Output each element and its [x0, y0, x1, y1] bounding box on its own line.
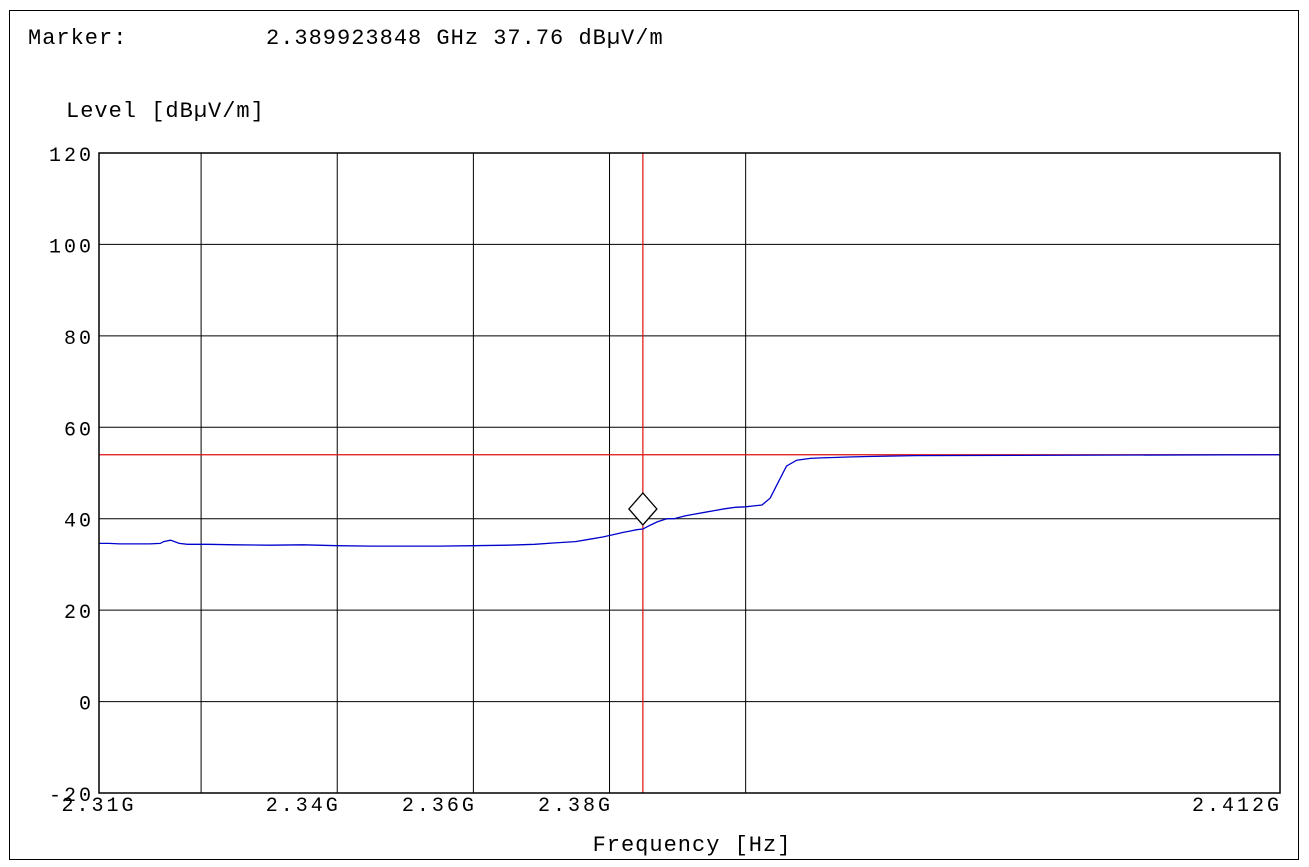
x-axis-label: Frequency [Hz] [593, 833, 792, 858]
marker-label: Marker: [28, 26, 127, 51]
x-tick-label: 2.31G [61, 795, 136, 818]
plot-frame: Marker: 2.389923848 GHz 37.76 dBµV/m Lev… [9, 10, 1299, 860]
y-axis-label: Level [dBµV/m] [66, 99, 265, 124]
x-tick-label: 2.34G [266, 795, 341, 818]
tick-labels: -20 0 20 40 60 80 100 120 2.31G 2.34G 2.36G 2.38G 2.… [49, 145, 1282, 818]
y-tick-label: 120 [49, 145, 94, 168]
x-tick-label: 2.36G [402, 795, 477, 818]
x-tick-label: 2.38G [538, 795, 613, 818]
plot-area-border [98, 152, 1281, 794]
y-tick-label: 0 [79, 694, 94, 717]
y-tick-label: 60 [64, 419, 94, 442]
spectrum-chart: Marker: 2.389923848 GHz 37.76 dBµV/m Lev… [28, 26, 1282, 858]
trace-group [99, 454, 1281, 547]
y-tick-label: -20 [49, 785, 94, 808]
y-tick-label: 100 [49, 236, 94, 259]
y-tick-label: 80 [64, 328, 94, 351]
x-tick-label: 2.412G [1192, 795, 1282, 818]
grid-lines [99, 153, 1280, 793]
marker-diamond-icon [628, 491, 658, 526]
marker-readout: 2.389923848 GHz 37.76 dBµV/m [266, 26, 664, 51]
marker-group [628, 491, 658, 526]
spectrum-trace [99, 454, 1281, 547]
y-tick-label: 20 [64, 602, 94, 625]
limit-lines [99, 153, 1280, 793]
y-tick-label: 40 [64, 511, 94, 534]
